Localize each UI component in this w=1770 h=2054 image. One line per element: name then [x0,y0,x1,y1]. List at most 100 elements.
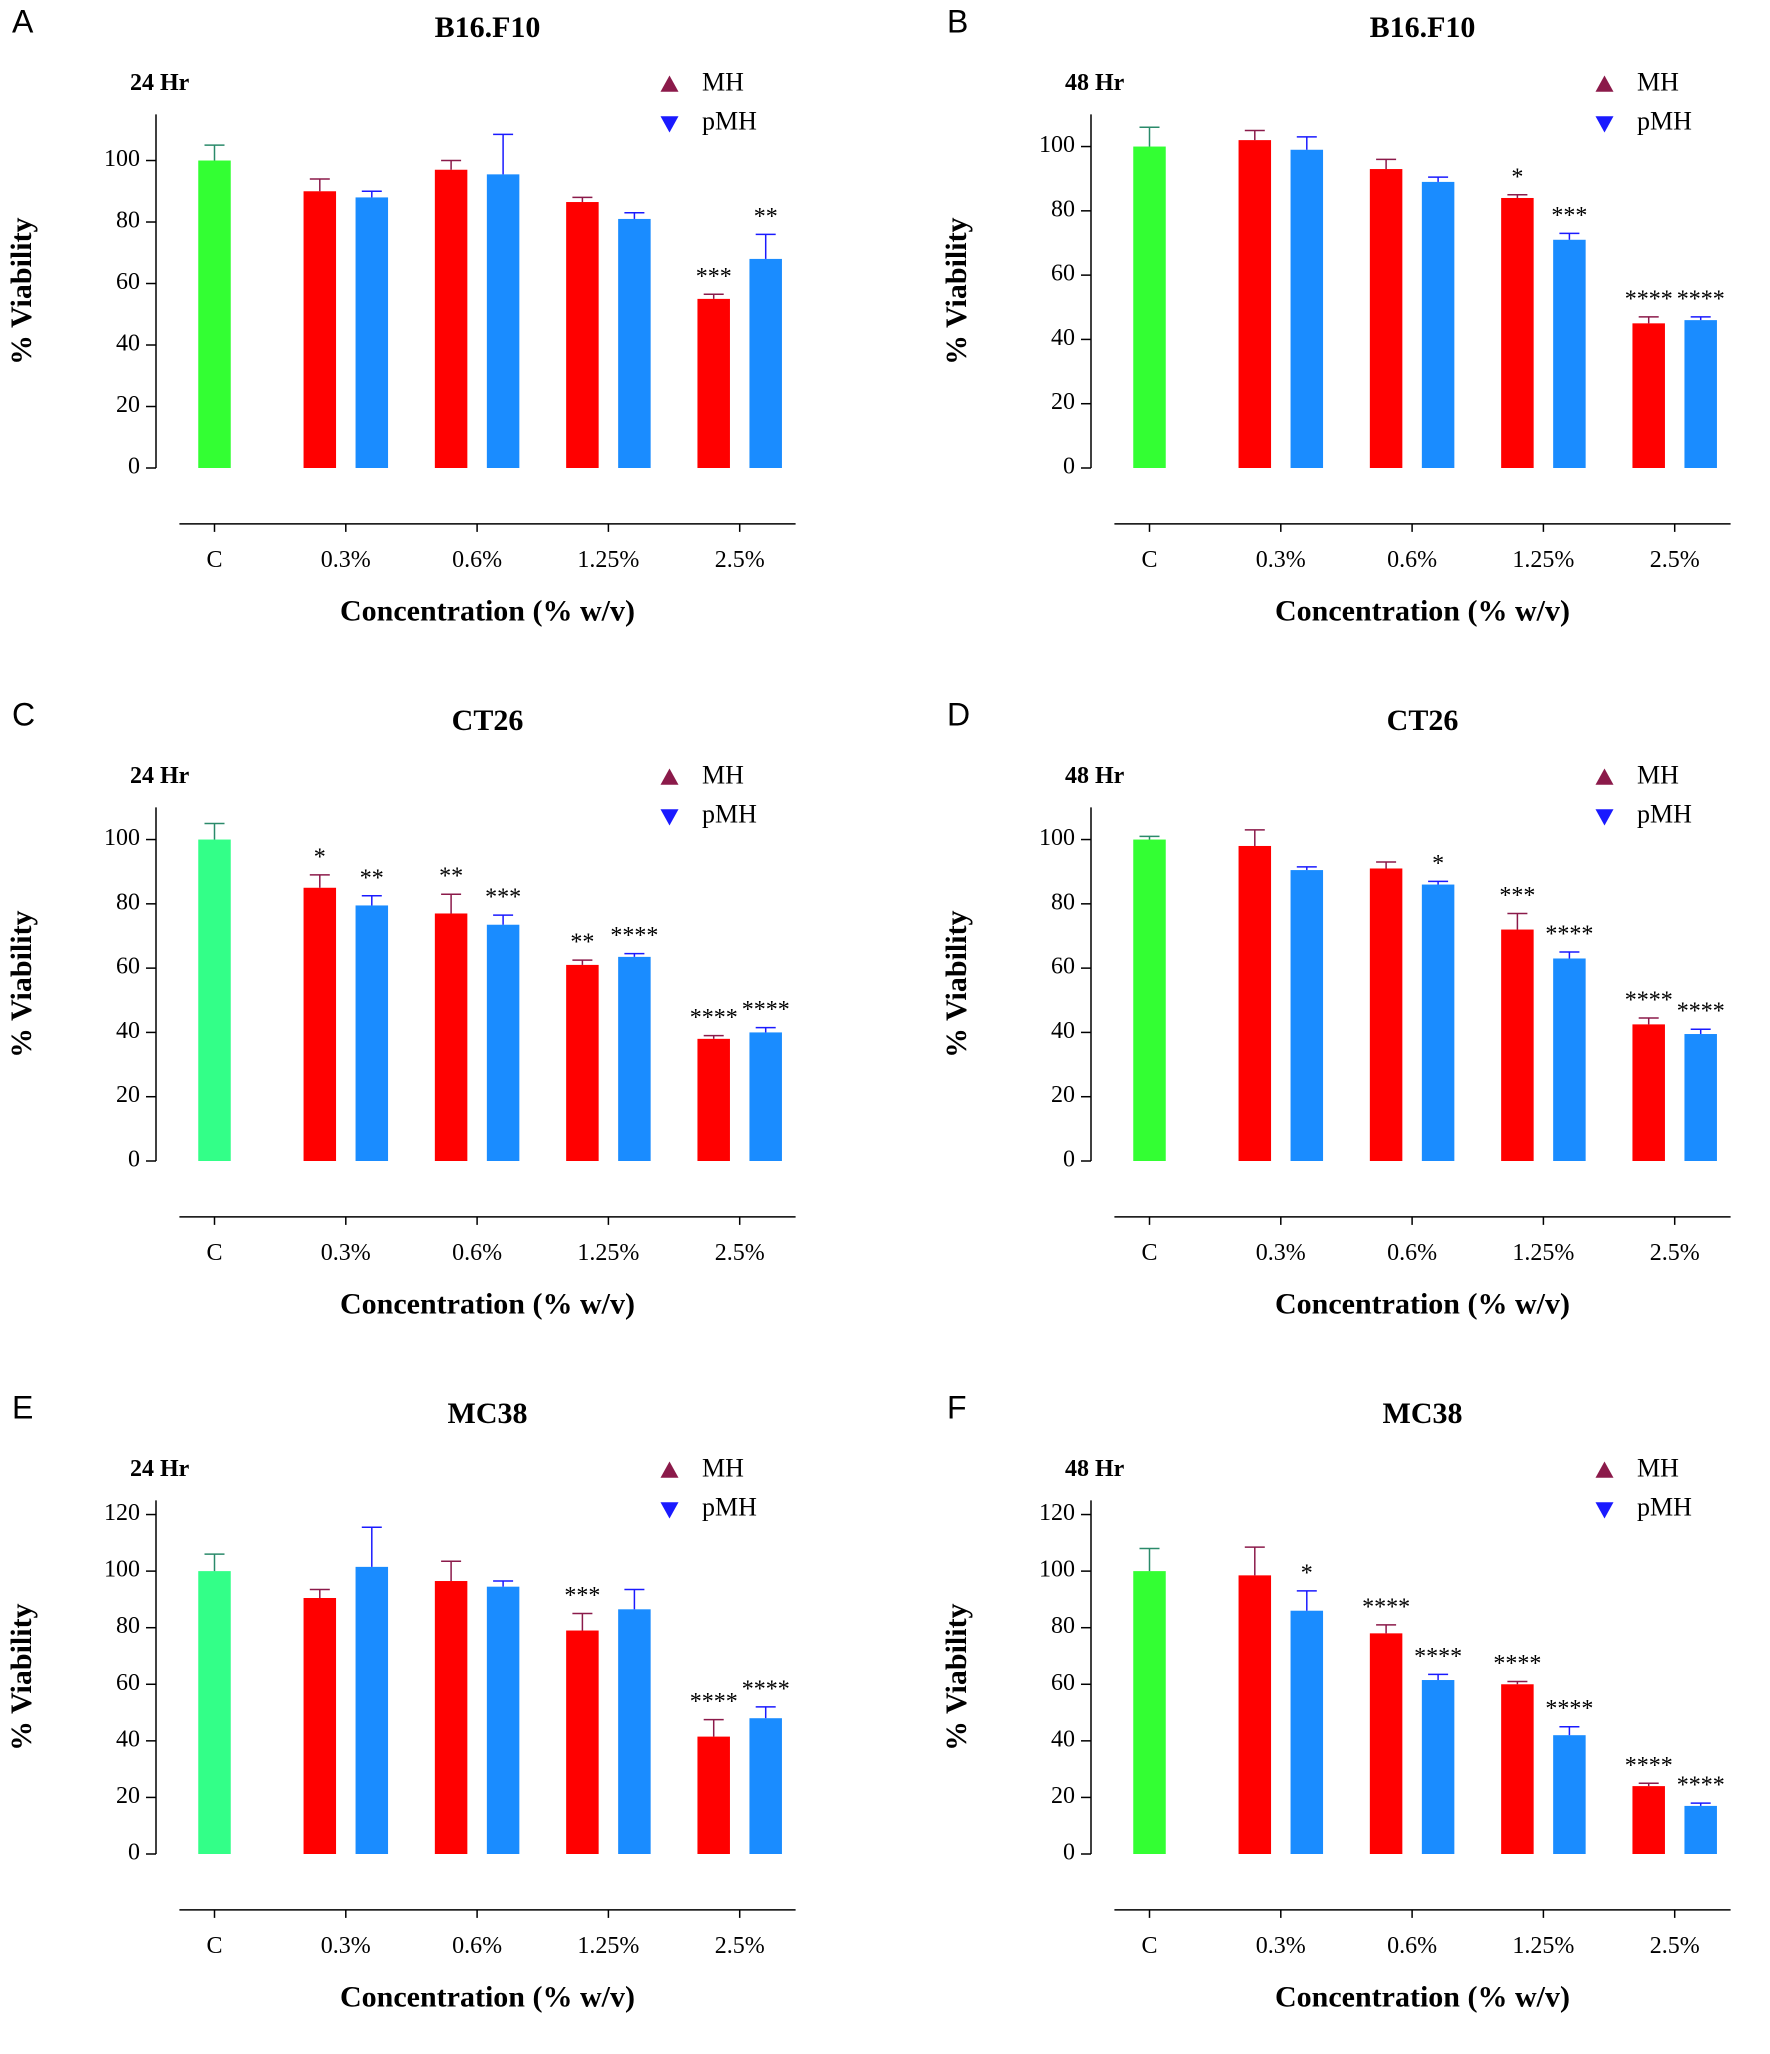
significance-label: ** [439,864,463,890]
y-tick-label: 40 [1051,1726,1075,1752]
panel-label: A [12,3,34,39]
panel-label: B [947,3,968,39]
subtitle: 24 Hr [130,70,190,96]
x-tick-label: 2.5% [715,547,765,573]
significance-label: ** [754,204,778,230]
significance-label: **** [690,1005,738,1031]
bar [1632,1786,1665,1854]
error-bar [572,1612,593,1631]
error-bar [755,1706,776,1719]
bar [355,905,389,1161]
panel: E MC38 24 Hr % Viability Concentration (% w/… [5,1389,796,2013]
legend-marker [1595,1461,1614,1478]
x-axis-label: Concentration (% w/v) [1275,1287,1570,1320]
y-tick-label: 80 [116,1613,140,1639]
bar [1632,323,1665,468]
y-axis-label: % Viability [5,910,38,1058]
significance-label: **** [1677,999,1725,1025]
bar [434,913,468,1161]
bar [486,924,520,1161]
significance-label: * [1432,851,1444,877]
y-tick-label: 80 [1051,1613,1075,1639]
error-bar [1296,866,1317,871]
bar [1238,1575,1272,1854]
bar [697,298,730,468]
error-bar [1376,158,1397,170]
y-tick-label: 40 [1051,325,1075,351]
legend-marker [660,1461,679,1478]
panel-label: C [12,696,35,732]
y-tick-label: 100 [1039,132,1075,158]
bar [355,197,389,468]
error-bar [1428,880,1449,885]
y-axis-label: % Viability [940,217,973,365]
error-bar [1638,1782,1659,1787]
y-tick-label: 60 [1051,261,1075,287]
significance-label: **** [1625,987,1673,1013]
y-axis-label: % Viability [5,1603,38,1751]
chart-title: MC38 [1383,1397,1463,1430]
y-tick-label: 20 [116,1783,140,1809]
bar [486,1586,520,1854]
error-bar [493,1580,514,1587]
error-bar [1428,176,1449,182]
error-bar [1507,1680,1528,1685]
significance-label: **** [1362,1594,1410,1620]
bar [749,1718,782,1854]
error-bar [1638,316,1659,324]
legend-marker [660,768,679,785]
bar [1290,1610,1324,1854]
significance-label: **** [742,1676,790,1702]
error-bar [1690,316,1711,321]
bar [618,218,651,468]
bar [1369,868,1403,1161]
bar [434,169,468,468]
y-tick-label: 100 [104,825,140,851]
panel-label: F [947,1389,967,1425]
significance-label: *** [696,264,732,290]
y-tick-label: 40 [116,331,140,357]
legend-marker [660,75,679,92]
x-axis-label: Concentration (% w/v) [1275,1980,1570,2013]
bar [1553,958,1586,1161]
y-tick-label: 60 [1051,1670,1075,1696]
error-bar [361,895,382,906]
x-tick-label: 0.6% [1387,1933,1437,1959]
bar [1553,239,1586,468]
bar [1684,1034,1717,1161]
x-tick-label: 0.3% [321,547,371,573]
significance-label: *** [485,885,521,911]
bar [1421,181,1455,468]
legend-marker [1595,116,1614,133]
y-tick-label: 80 [116,889,140,915]
y-tick-label: 60 [116,269,140,295]
x-tick-label: 0.3% [1256,1240,1306,1266]
error-bar [1507,912,1528,930]
y-tick-label: 0 [128,1840,140,1866]
error-bar [1244,1546,1265,1576]
control-bar [1133,839,1166,1161]
significance-label: **** [1677,1773,1725,1799]
error-bar [1559,232,1580,240]
subtitle: 24 Hr [130,1456,190,1482]
significance-label: * [314,844,326,870]
panel: C CT26 24 Hr % Viability Concentration (% w/… [5,696,796,1320]
bar [749,258,782,468]
legend-label: pMH [702,1492,757,1521]
y-tick-label: 100 [1039,1557,1075,1583]
error-bar [1428,1673,1449,1681]
y-axis-label: % Viability [940,910,973,1058]
x-tick-label: 0.3% [321,1240,371,1266]
bar [749,1032,782,1161]
panel-label: D [947,696,970,732]
x-tick-label: 0.3% [321,1933,371,1959]
legend-marker [660,1502,679,1519]
subtitle: 48 Hr [1065,1456,1125,1482]
x-tick-label: 1.25% [1512,1933,1574,1959]
error-bar [1244,829,1265,846]
x-tick-label: C [1141,547,1157,573]
control-bar [198,839,231,1161]
y-tick-label: 60 [116,954,140,980]
x-tick-label: 2.5% [1650,1933,1700,1959]
significance-label: * [1301,1560,1313,1586]
